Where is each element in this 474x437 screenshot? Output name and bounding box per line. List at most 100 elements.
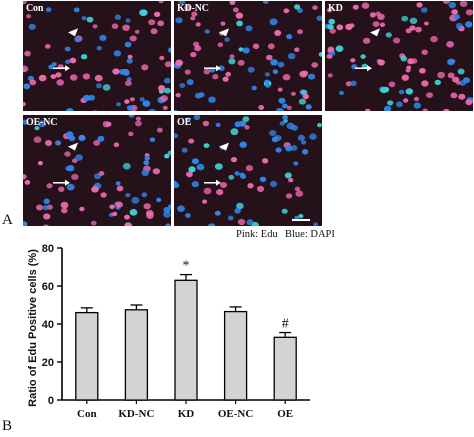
cell-nucleus (239, 141, 247, 148)
cell-nucleus (124, 99, 130, 104)
cell-nucleus (228, 58, 236, 65)
cell-nucleus (100, 192, 107, 198)
cell-nucleus (219, 182, 228, 188)
x-tick-label: Con (77, 408, 97, 420)
cell-nucleus (157, 127, 163, 133)
cell-nucleus (294, 4, 301, 10)
cell-nucleus (114, 14, 121, 20)
cell-nucleus (270, 59, 278, 66)
cell-nucleus (413, 102, 421, 109)
cell-nucleus (45, 140, 52, 146)
cell-nucleus (277, 61, 285, 68)
cell-nucleus (135, 116, 141, 121)
cell-nucleus (69, 57, 77, 64)
cell-nucleus (119, 68, 127, 75)
cell-nucleus (83, 94, 91, 102)
cell-nucleus (225, 71, 231, 77)
cell-nucleus (290, 145, 298, 151)
micrograph-label: Con (26, 3, 44, 14)
micrograph-oe-nc: OE-NC (22, 114, 172, 227)
cell-nucleus (462, 77, 471, 84)
cell-nucleus (113, 142, 120, 148)
arrowhead-marker (68, 142, 78, 151)
cell-nucleus (413, 96, 420, 102)
cell-nucleus (290, 91, 296, 96)
cell-nucleus (193, 115, 201, 121)
cell-nucleus (230, 128, 239, 136)
cell-nucleus (251, 85, 257, 91)
cell-nucleus (244, 125, 250, 130)
cell-nucleus (152, 168, 161, 175)
cell-nucleus (405, 88, 414, 95)
cell-nucleus (447, 58, 455, 66)
cell-nucleus (301, 140, 307, 145)
cell-nucleus (387, 100, 394, 106)
cell-nucleus (203, 143, 210, 148)
micrograph-kd-nc: KD-NC (173, 0, 323, 112)
cell-nucleus (369, 12, 376, 18)
cell-nucleus (262, 1, 269, 4)
cell-nucleus (96, 45, 103, 51)
cell-nucleus (153, 11, 161, 17)
cell-nucleus (242, 116, 250, 122)
cell-nucleus (228, 174, 235, 180)
cell-nucleus (128, 115, 135, 118)
cell-nucleus (252, 43, 260, 50)
cell-nucleus (308, 73, 316, 80)
cell-nucleus (167, 150, 171, 156)
cell-nucleus (282, 115, 288, 120)
cell-nucleus (270, 180, 278, 188)
cell-nucleus (158, 1, 164, 4)
cell-nucleus (406, 65, 412, 70)
cell-nucleus (42, 205, 49, 211)
cell-nucleus (407, 58, 415, 65)
cell-nucleus (134, 29, 140, 34)
cell-nucleus (122, 24, 130, 31)
cell-nucleus (377, 13, 385, 20)
cell-nucleus (259, 176, 267, 182)
cell-nucleus (46, 183, 53, 189)
cell-nucleus (198, 92, 205, 98)
x-tick-label: KD (178, 408, 195, 420)
cell-nucleus (285, 193, 293, 199)
cell-nucleus (327, 73, 333, 78)
cell-nucleus (239, 172, 245, 178)
cell-nucleus (295, 190, 304, 197)
cell-nucleus (56, 79, 64, 86)
cell-nucleus (186, 79, 194, 86)
cell-nucleus (129, 209, 138, 216)
cell-nucleus (36, 204, 43, 211)
cell-nucleus (38, 120, 47, 128)
cell-nucleus (126, 58, 133, 64)
cell-nucleus (453, 14, 460, 20)
cell-nucleus (269, 18, 278, 26)
cell-nucleus (218, 65, 225, 71)
cell-nucleus (64, 46, 71, 52)
cell-nucleus (141, 169, 150, 177)
cell-nucleus (128, 131, 134, 137)
cell-nucleus (309, 133, 317, 140)
cell-nucleus (234, 121, 242, 128)
cell-nucleus (203, 68, 211, 75)
arrowhead-marker (370, 28, 380, 37)
cell-nucleus (282, 103, 288, 109)
cell-nucleus (163, 77, 171, 84)
cell-nucleus (165, 223, 171, 226)
cell-nucleus (148, 19, 156, 26)
cell-nucleus (163, 211, 171, 218)
cell-nucleus (269, 130, 277, 137)
cell-nucleus (33, 136, 42, 143)
significance-marker: # (282, 317, 289, 332)
micrograph-image (23, 1, 171, 111)
cell-nucleus (66, 183, 75, 191)
bar (273, 336, 297, 401)
cell-nucleus (327, 46, 335, 52)
cell-nucleus (247, 183, 254, 189)
cell-nucleus (247, 66, 255, 73)
cell-nucleus (311, 62, 319, 68)
cell-nucleus (401, 74, 409, 81)
cell-nucleus (129, 97, 135, 102)
cell-nucleus (126, 77, 132, 82)
cell-nucleus (301, 89, 307, 95)
cell-nucleus (329, 28, 336, 34)
